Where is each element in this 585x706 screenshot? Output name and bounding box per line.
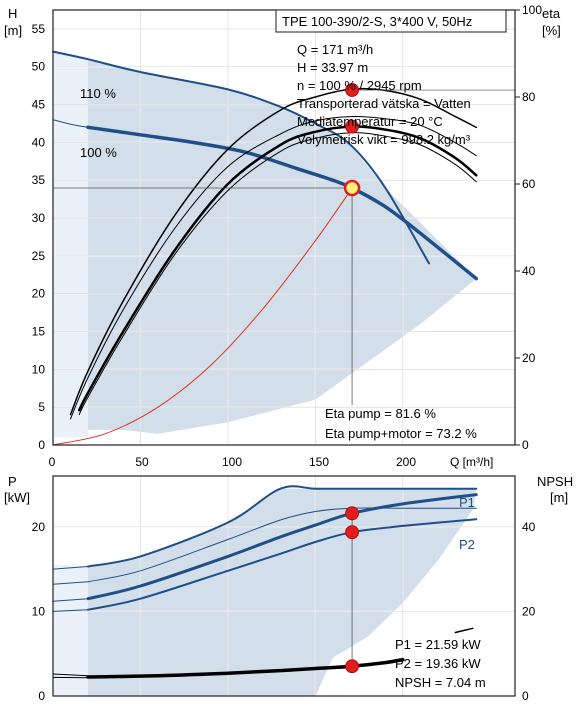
upper-operating-point-2 [345,119,359,134]
lower-ylabel-left-1: P [8,474,17,489]
upper-y-tick-right: 20 [522,351,536,365]
upper-operating-point-0 [343,179,361,197]
upper-series-1 [86,125,479,281]
lower-series-0 [87,485,478,568]
upper-series-0 [52,50,430,265]
upper-y-tick-left: 50 [32,60,46,74]
upper-y-tick-left: 25 [32,249,46,263]
upper-series-5 [70,116,477,420]
lower-y-tick-left: 10 [32,604,46,618]
upper-y-tick-left: 10 [32,362,46,376]
upper-ylabel-right-1: eta [542,6,561,21]
info-line-2: H = 33.97 m [297,60,368,75]
lower-series-1 [86,493,478,601]
info-line-5: Mediatemperatur = 20 °C [297,114,443,129]
upper-series-3 [52,187,353,446]
lower-ylabel-left-2: [kW] [4,490,30,505]
lower-ylabel-right-2: [m] [550,490,568,505]
upper-series-4 [69,87,478,416]
lower-series-2 [87,518,478,611]
upper-operating-region [53,51,477,434]
lower-series-3 [87,507,477,583]
upper-y-tick-right: 40 [522,264,536,278]
lower-series-5 [52,581,89,585]
upper-y-tick-left: 35 [32,173,46,187]
info-line-3: n = 100 % / 2945 rpm [297,78,422,93]
curve-label-100: 100 % [80,145,117,160]
lower-operating-region [53,564,88,696]
lower-series-9 [52,673,89,677]
text-labels: H [m] eta [%] TPE 100-390/2-S, 3*400 V, … [4,6,573,690]
upper-y-tick-right: 100 [522,3,542,17]
lower-series-7 [52,609,89,612]
chart-title: TPE 100-390/2-S, 3*400 V, 50Hz [282,14,472,29]
lower-y-tick-left: 20 [32,520,46,534]
upper-y-tick-left: 30 [32,211,46,225]
lower-operating-point-0 [345,506,359,521]
lower-series-4 [52,566,89,570]
operating-points [343,83,361,674]
info-line-4: Transporterad vätska = Vatten [297,96,471,111]
upper-y-tick-left: 15 [32,325,46,339]
upper-y-tick-right: 60 [522,177,536,191]
eta-motor-text: Eta pump+motor = 73.2 % [325,426,477,441]
lower-y-tick-right: 20 [522,604,536,618]
upper-ylabel-left-2: [m] [4,23,22,38]
series-lines [52,50,515,679]
info-line-1: Q = 171 m³/h [297,42,373,57]
x-tick-200: 200 [396,455,416,469]
y-tick-labels: 0510152025303540455055020406080100010200… [32,3,543,703]
curve-label-110: 110 % [80,86,116,101]
upper-operating-region [53,51,88,438]
lower-plot-frame [52,475,516,697]
lower-operating-region [53,488,477,696]
x-tick-100: 100 [222,455,242,469]
upper-series-6 [77,125,478,412]
p1-curve-label: P1 [459,495,475,510]
p1-value-text: P1 = 21.59 kW [395,637,481,652]
lower-y-tick-right: 40 [522,520,536,534]
eta-pump-text: Eta pump = 81.6 % [325,406,436,421]
upper-ylabel-left-1: H [8,6,17,21]
upper-y-tick-left: 45 [32,98,46,112]
lower-series-6 [52,598,89,602]
x-tick-0: 0 [49,455,56,469]
upper-y-tick-left: 0 [38,438,45,452]
upper-y-tick-right: 0 [522,438,529,452]
lower-ylabel-right-1: NPSH [537,474,573,489]
operating-regions [53,51,477,696]
upper-y-tick-left: 40 [32,135,46,149]
upper-y-tick-right: 80 [522,90,536,104]
lower-series-11 [454,627,474,634]
lower-y-tick-right: 0 [522,689,529,703]
upper-series-2 [52,119,89,128]
p2-value-text: P2 = 19.36 kW [395,656,481,671]
lower-operating-point-2 [345,659,359,674]
x-tick-150: 150 [309,455,329,469]
lower-operating-point-1 [345,525,359,540]
npsh-value-text: NPSH = 7.04 m [395,675,486,690]
lower-y-tick-left: 0 [38,689,45,703]
upper-series-7 [78,132,477,416]
upper-y-tick-left: 5 [38,400,45,414]
title-box [275,9,507,33]
lower-series-8 [86,657,405,679]
x-axis-label: Q [m³/h] [450,455,493,469]
upper-y-tick-left: 20 [32,287,46,301]
info-line-6: Volymetrisk vikt = 998.2 kg/m³ [297,132,471,147]
x-tick-50: 50 [135,455,149,469]
upper-operating-point-1 [345,83,359,97]
p2-curve-label: P2 [459,537,475,552]
upper-y-tick-left: 55 [32,22,46,36]
upper-ylabel-right-2: [%] [542,23,561,38]
